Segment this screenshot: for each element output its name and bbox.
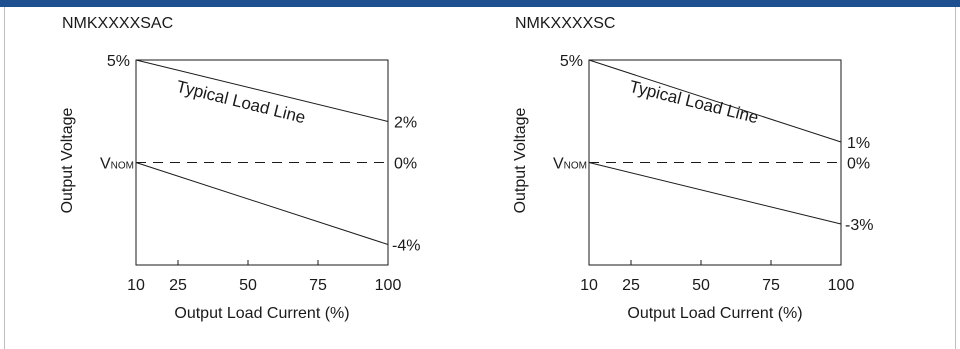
y-label-top: 5% xyxy=(560,53,583,70)
header-bar xyxy=(0,0,960,7)
chart-panel-2: NMKXXXXSC 10 25 50 75 100 5% VNOM 1% 0% -3% Output … xyxy=(512,15,873,322)
x-tick-label: 100 xyxy=(375,277,402,294)
x-tick-label: 50 xyxy=(692,277,710,294)
upper-end-label: 2% xyxy=(394,115,417,132)
vnom-main: V xyxy=(100,156,111,173)
typical-load-line-annotation: Typical Load Line xyxy=(627,77,760,127)
vnom-main: V xyxy=(553,156,564,173)
vnom-subscript: NOM xyxy=(564,161,587,172)
vnom-subscript: NOM xyxy=(111,161,134,172)
y-label-vnom: VNOM xyxy=(100,156,134,173)
load-line-2 xyxy=(588,162,842,225)
x-tick-label: 75 xyxy=(309,277,327,294)
chart-title: NMKXXXXSAC xyxy=(62,15,173,32)
x-tick-label: 100 xyxy=(828,277,855,294)
load-line-2 xyxy=(135,162,389,245)
x-tick-label: 50 xyxy=(239,277,257,294)
chart-panel-1: NMKXXXXSAC 10 25 50 75 100 5% VNOM 2% 0% -4% Output… xyxy=(59,15,420,322)
x-tick-label: 25 xyxy=(622,277,640,294)
load-line-1 xyxy=(135,59,389,122)
y-label-top: 5% xyxy=(107,53,130,70)
x-axis-title: Output Load Current (%) xyxy=(174,305,349,322)
y-axis-title: Output Voltage xyxy=(59,107,76,213)
nominal-end-label: 0% xyxy=(847,156,870,173)
y-axis-title: Output Voltage xyxy=(512,107,529,213)
lower-end-label: -3% xyxy=(845,217,873,234)
x-axis-title: Output Load Current (%) xyxy=(627,305,802,322)
typical-load-line-annotation: Typical Load Line xyxy=(174,77,307,127)
load-line-1 xyxy=(588,59,842,143)
y-label-vnom: VNOM xyxy=(553,156,587,173)
x-tick-label: 10 xyxy=(580,277,598,294)
x-tick-label: 10 xyxy=(127,277,145,294)
lower-end-label: -4% xyxy=(392,238,420,255)
nominal-end-label: 0% xyxy=(394,156,417,173)
upper-end-label: 1% xyxy=(847,135,870,152)
x-tick-label: 75 xyxy=(762,277,780,294)
chart-title: NMKXXXXSC xyxy=(515,15,615,32)
frame-left-border xyxy=(4,7,5,349)
frame-right-border xyxy=(955,7,956,349)
x-tick-label: 25 xyxy=(169,277,187,294)
